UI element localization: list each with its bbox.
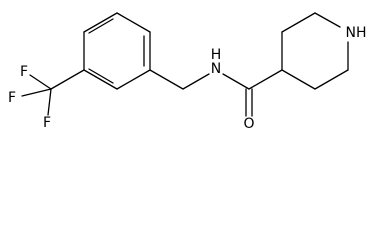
structure-diagram: F F F H N O NH <box>8 12 367 132</box>
atom-label: F <box>8 90 16 106</box>
bond <box>314 12 341 28</box>
bond <box>116 69 151 90</box>
bond <box>21 88 52 97</box>
bond-inner <box>88 68 114 84</box>
bond <box>83 69 118 90</box>
atom-label: NH <box>346 25 367 41</box>
atom-label: N <box>211 61 221 77</box>
bond <box>50 69 85 90</box>
bond <box>281 12 316 33</box>
bond <box>281 69 316 90</box>
atom-label: F <box>20 64 28 80</box>
bond <box>29 74 52 90</box>
atom-label: O <box>243 116 254 132</box>
bond <box>314 69 349 90</box>
bond <box>248 69 283 90</box>
bond <box>182 73 210 90</box>
atom-label: F <box>43 115 51 131</box>
bond <box>116 12 151 33</box>
atom-label: H <box>211 47 222 63</box>
bonds <box>21 12 349 117</box>
bond-inner <box>88 18 114 34</box>
bond <box>149 69 184 90</box>
bond <box>83 12 118 33</box>
bond <box>47 88 52 116</box>
bond <box>222 73 250 90</box>
